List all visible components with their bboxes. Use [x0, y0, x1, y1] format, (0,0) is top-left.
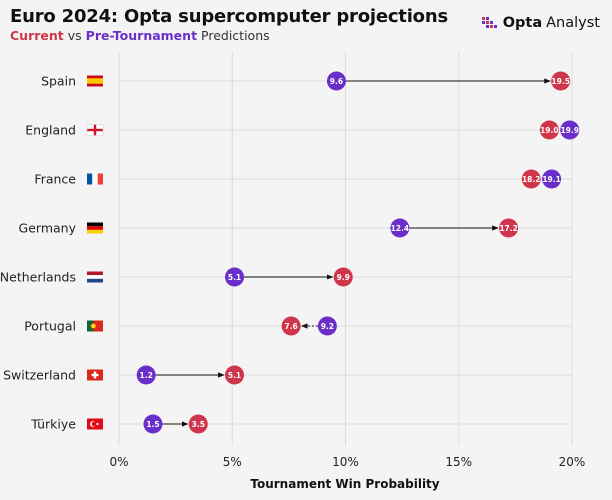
pre-tournament-value-label: 19.9: [560, 126, 579, 135]
current-dot: [188, 414, 208, 434]
germany-flag-icon: [87, 222, 103, 234]
pre-tournament-dot: [560, 120, 580, 140]
x-tick-label: 10%: [332, 455, 359, 469]
row-england: England 19.0 19.9: [25, 120, 580, 140]
current-value-label: 5.1: [228, 371, 241, 380]
x-axis-title: Tournament Win Probability: [250, 477, 439, 491]
team-label: Türkiye: [30, 417, 76, 432]
chart-subtitle: Current vs Pre-Tournament Predictions: [10, 28, 270, 43]
current-dot: [539, 120, 559, 140]
team-label: France: [34, 172, 76, 187]
row-türkiye: Türkiye 1.5 3.5: [30, 414, 208, 434]
current-value-label: 19.5: [551, 77, 570, 86]
pre-tournament-value-label: 1.5: [146, 420, 159, 429]
row-portugal: Portugal 7.6 9.2: [24, 316, 337, 336]
pre-tournament-dot: [326, 71, 346, 91]
turkiye-flag-icon: [87, 418, 103, 430]
x-tick-label: 0%: [109, 455, 128, 469]
current-value-label: 19.0: [540, 126, 559, 135]
pre-tournament-dot: [143, 414, 163, 434]
france-flag-icon: [87, 173, 103, 185]
team-label: England: [25, 123, 76, 138]
chart-title: Euro 2024: Opta supercomputer projection…: [10, 6, 448, 27]
row-spain: Spain 9.6 19.5: [41, 71, 571, 91]
england-flag-icon: [86, 124, 104, 136]
brand-name-opta: Opta: [502, 15, 543, 31]
pre-tournament-value-label: 9.6: [330, 77, 343, 86]
pre-tournament-value-label: 1.2: [140, 371, 153, 380]
netherlands-flag-icon: [87, 271, 103, 283]
row-france: France 18.2 19.1: [34, 169, 562, 189]
x-tick-label: 15%: [445, 455, 472, 469]
pre-tournament-value-label: 5.1: [228, 273, 241, 282]
team-label: Portugal: [24, 319, 76, 334]
current-value-label: 7.6: [284, 322, 297, 331]
opta-analyst-logo: Opta Analyst: [481, 14, 600, 32]
brand-name-analyst: Analyst: [546, 15, 600, 31]
spain-flag-icon: [87, 75, 103, 87]
current-value-label: 17.2: [499, 224, 518, 233]
x-tick-label: 5%: [223, 455, 242, 469]
legend-vs: vs: [67, 28, 82, 43]
current-dot: [521, 169, 541, 189]
pre-tournament-dot: [136, 365, 156, 385]
current-dot: [333, 267, 353, 287]
pre-tournament-value-label: 19.1: [542, 175, 561, 184]
pre-tournament-dot: [317, 316, 337, 336]
legend-pre-tournament: Pre-Tournament: [85, 28, 198, 43]
pre-tournament-value-label: 12.4: [391, 224, 410, 233]
current-dot: [499, 218, 519, 238]
current-dot: [551, 71, 571, 91]
current-value-label: 3.5: [192, 420, 205, 429]
team-label: Netherlands: [0, 270, 76, 285]
row-netherlands: Netherlands 5.1 9.9: [0, 267, 353, 287]
current-value-label: 9.9: [337, 273, 350, 282]
pre-tournament-dot: [390, 218, 410, 238]
portugal-flag-icon: [87, 320, 103, 332]
legend-predictions: Predictions: [201, 28, 270, 43]
pre-tournament-dot: [225, 267, 245, 287]
switzerland-flag-icon: [87, 369, 103, 381]
team-label: Spain: [41, 74, 76, 89]
row-switzerland: Switzerland 1.2 5.1: [3, 365, 245, 385]
current-dot: [225, 365, 245, 385]
team-label: Germany: [19, 221, 77, 236]
pre-tournament-value-label: 9.2: [321, 322, 334, 331]
row-germany: Germany 12.4 17.2: [19, 218, 519, 238]
legend-current: Current: [10, 28, 64, 43]
pre-tournament-dot: [542, 169, 562, 189]
team-label: Switzerland: [3, 368, 76, 383]
current-value-label: 18.2: [522, 175, 541, 184]
current-dot: [281, 316, 301, 336]
opta-logo-icon: [481, 17, 497, 28]
x-tick-label: 20%: [559, 455, 586, 469]
